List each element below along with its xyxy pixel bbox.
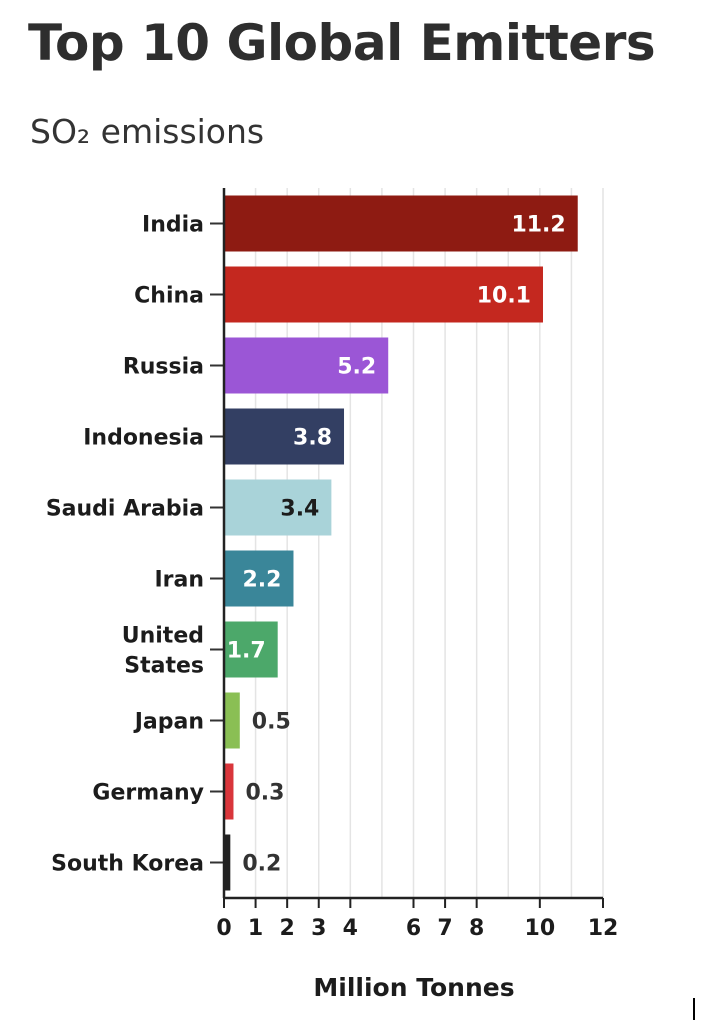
x-tick-label: 8 (469, 916, 484, 941)
x-tick-label: 12 (588, 916, 619, 941)
category-label: China (134, 284, 204, 309)
value-label: 3.8 (293, 426, 332, 451)
x-tick-label: 0 (216, 916, 231, 941)
value-label: 0.5 (252, 710, 291, 735)
bar (224, 763, 234, 820)
category-label: United States (122, 624, 204, 679)
bar (224, 621, 278, 678)
value-label: 11.2 (511, 213, 565, 238)
category-label: Russia (123, 355, 204, 380)
value-label: 3.4 (280, 497, 319, 522)
value-label: 0.3 (245, 781, 284, 806)
category-label: South Korea (51, 852, 204, 877)
x-tick-label: 4 (343, 916, 358, 941)
bar (224, 834, 231, 891)
bar (224, 550, 294, 607)
category-label: Germany (92, 781, 204, 806)
text-cursor (693, 998, 695, 1020)
value-label: 0.2 (242, 852, 281, 877)
category-label: Japan (133, 710, 204, 735)
category-label: India (142, 213, 204, 238)
value-label: 1.7 (227, 639, 266, 664)
x-axis-title: Million Tonnes (313, 973, 514, 1002)
bar (224, 479, 332, 536)
chart-title: Top 10 Global Emitters (28, 14, 656, 72)
bar (224, 337, 389, 394)
value-label: 10.1 (477, 284, 531, 309)
category-label: Indonesia (83, 426, 204, 451)
x-tick-label: 2 (280, 916, 295, 941)
bar (224, 195, 578, 252)
value-label: 2.2 (242, 568, 281, 593)
x-tick-label: 6 (406, 916, 421, 941)
bar (224, 266, 543, 323)
bar (224, 408, 345, 465)
category-label: Iran (154, 568, 204, 593)
x-tick-label: 3 (311, 916, 326, 941)
category-label: Saudi Arabia (46, 497, 204, 522)
x-tick-label: 10 (525, 916, 556, 941)
bar (224, 692, 240, 749)
value-label: 5.2 (337, 355, 376, 380)
x-tick-label: 1 (248, 916, 263, 941)
chart-subtitle: SO₂ emissions (30, 112, 265, 151)
x-tick-label: 7 (437, 916, 452, 941)
